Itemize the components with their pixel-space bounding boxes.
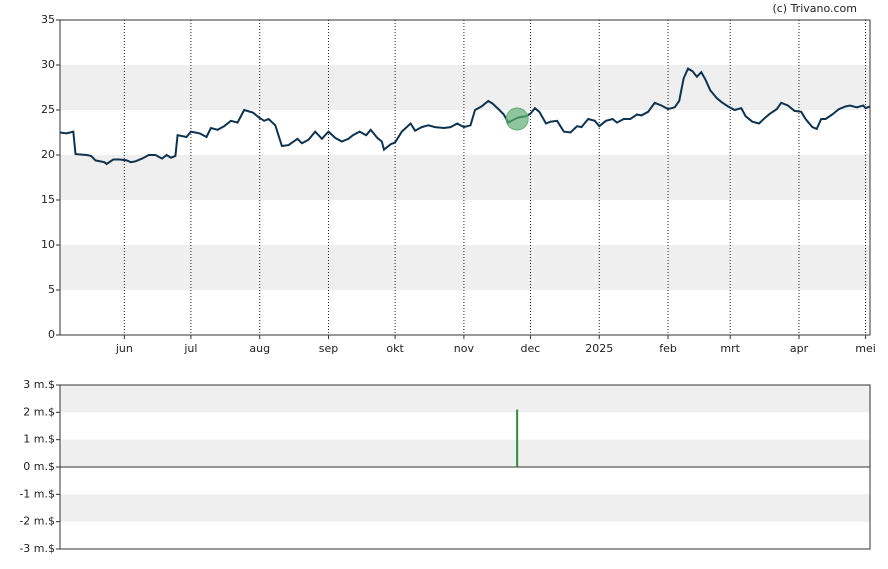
x-tick-label: dec [521, 342, 541, 355]
band [60, 65, 870, 110]
x-tick-label: sep [319, 342, 338, 355]
x-tick-label: aug [249, 342, 270, 355]
y-tick-label: 0 m.$ [23, 460, 55, 473]
y-tick-label: 25 [41, 103, 55, 116]
x-tick-label: feb [659, 342, 677, 355]
y-tick-label: 30 [41, 58, 55, 71]
band [60, 494, 870, 522]
volume-bar [516, 409, 519, 467]
plot-frame [59, 19, 871, 336]
x-tick-label: 2025 [585, 342, 613, 355]
event-marker [505, 107, 529, 131]
y-tick-label: 10 [41, 238, 55, 251]
x-tick-label: okt [386, 342, 404, 355]
x-tick-label: jul [183, 342, 197, 355]
price-line [59, 67, 871, 166]
y-tick-label: 3 m.$ [23, 378, 55, 391]
y-tick-label: -1 m.$ [19, 487, 55, 500]
y-tick-label: -3 m.$ [19, 542, 55, 555]
y-tick-label: 5 [48, 283, 55, 296]
x-tick-label: apr [790, 342, 809, 355]
x-tick-label: jun [115, 342, 133, 355]
credit: (c) Trivano.com [772, 2, 857, 15]
x-tick-label: nov [454, 342, 475, 355]
y-tick-label: -2 m.$ [19, 515, 55, 528]
y-tick-label: 35 [41, 13, 55, 26]
band [60, 155, 870, 200]
y-tick-label: 1 m.$ [23, 433, 55, 446]
band [60, 245, 870, 290]
band [60, 385, 870, 413]
plot-frame [59, 384, 871, 550]
y-tick-label: 20 [41, 148, 55, 161]
x-tick-label: mei [855, 342, 876, 355]
y-tick-label: 0 [48, 328, 55, 341]
x-tick-label: mrt [720, 342, 740, 355]
y-tick-label: 15 [41, 193, 55, 206]
band [60, 439, 870, 467]
y-tick-label: 2 m.$ [23, 405, 55, 418]
